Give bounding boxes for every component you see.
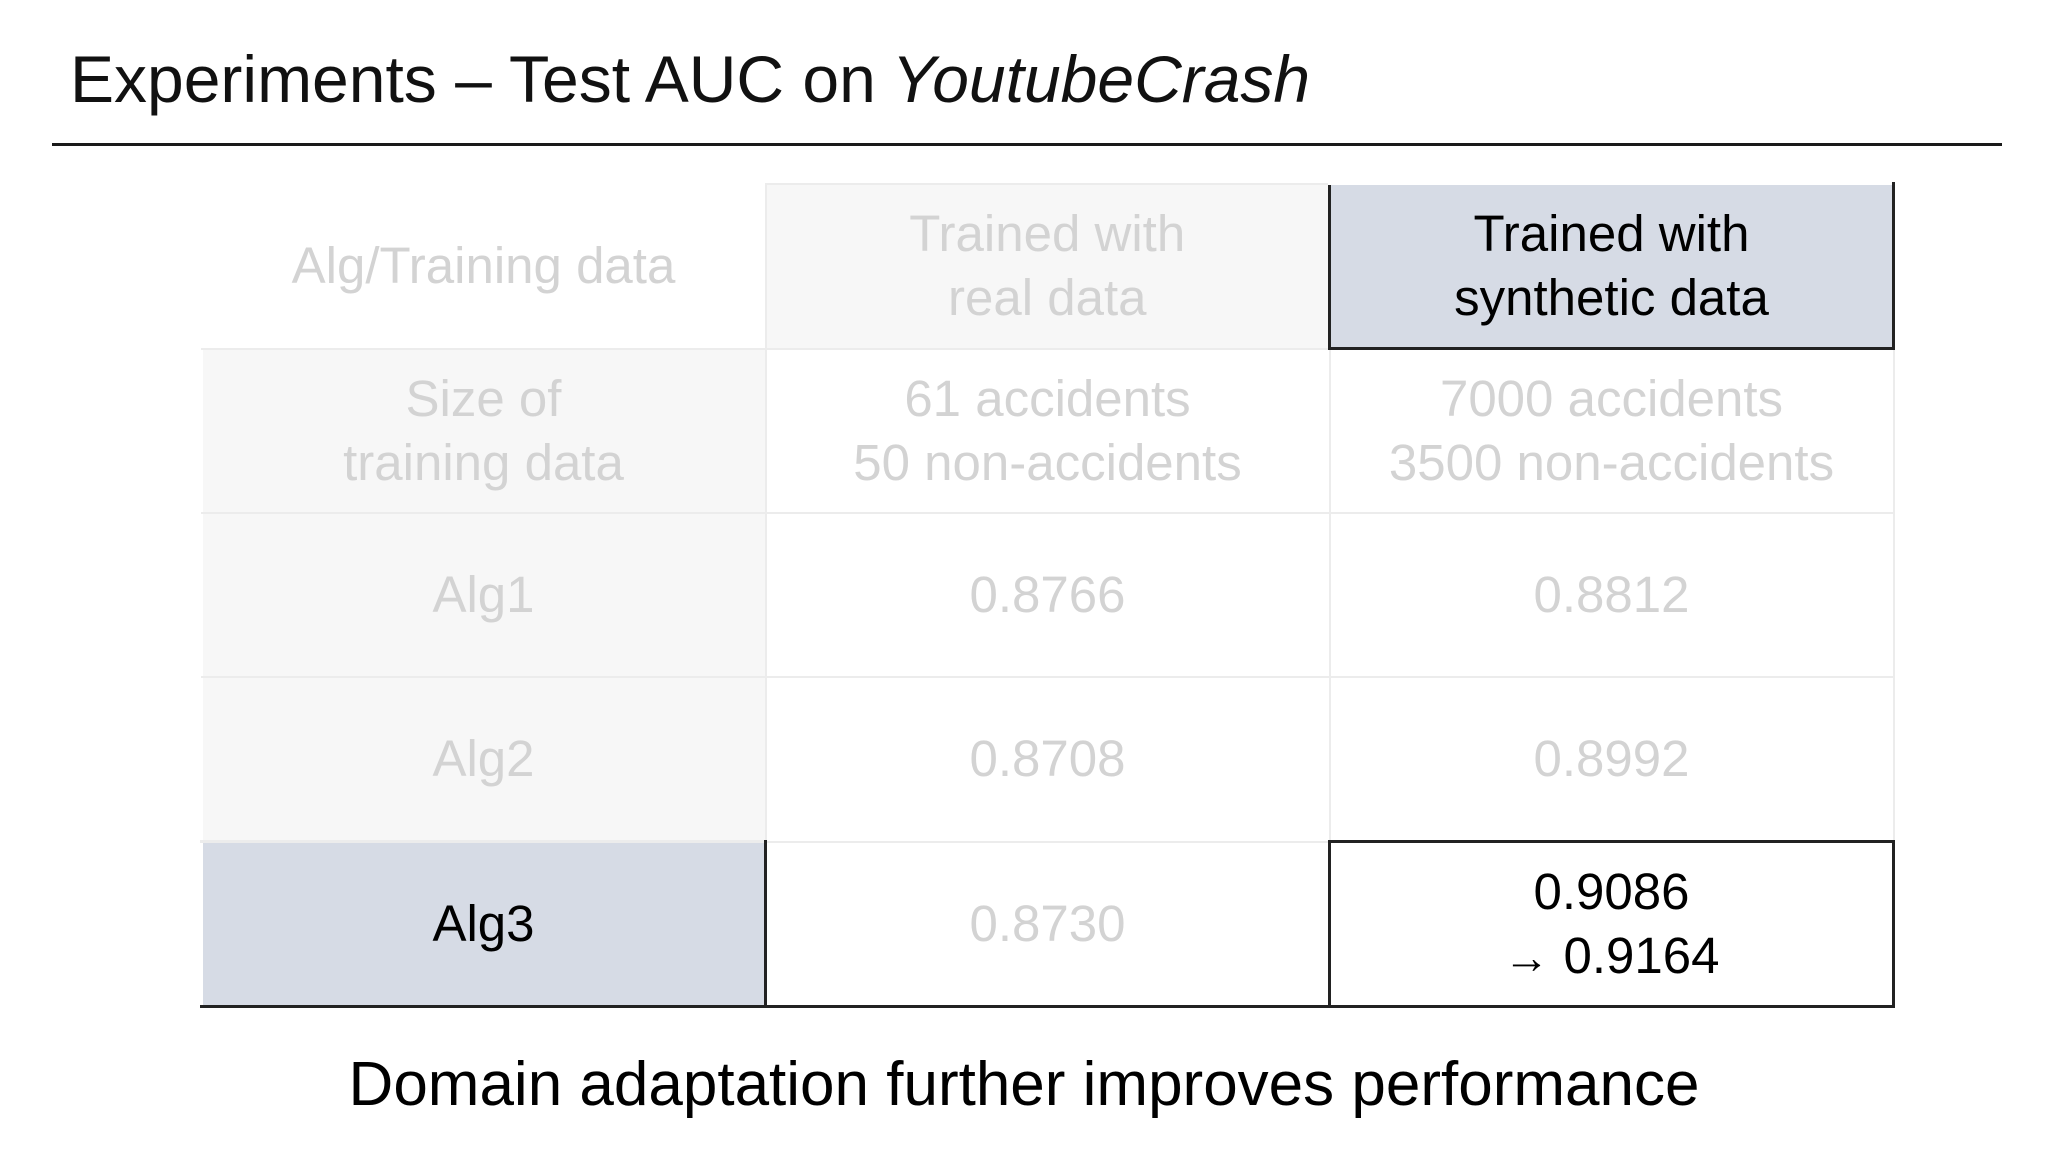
alg1-real-auc-cell: 0.8766 bbox=[764, 512, 1331, 678]
corner-header-cell: Alg/Training data bbox=[200, 182, 767, 350]
synthetic-data-size-line2: 3500 non-accidents bbox=[1388, 434, 1835, 491]
alg1-label-cell: Alg1 bbox=[200, 512, 767, 678]
synthetic-data-header-line1: Trained with bbox=[1473, 204, 1750, 262]
alg3-real-auc-cell: 0.8730 bbox=[764, 840, 1331, 1008]
real-data-size-line2: 50 non-accidents bbox=[853, 433, 1242, 491]
alg3-synthetic-auc-cell: 0.9086 → 0.9164 bbox=[1328, 840, 1895, 1008]
real-data-size-line1: 61 accidents bbox=[904, 369, 1191, 427]
training-size-row: Size of training data 61 accidents 50 no… bbox=[200, 347, 1895, 514]
slide-title-main: Experiments – Test AUC on bbox=[70, 42, 876, 116]
alg3-real-auc: 0.8730 bbox=[969, 894, 1126, 952]
alg1-synthetic-auc: 0.8812 bbox=[1533, 565, 1690, 623]
alg1-synthetic-auc-cell: 0.8812 bbox=[1328, 512, 1895, 678]
real-data-header-line1: Trained with bbox=[909, 204, 1186, 262]
alg2-synthetic-auc: 0.8992 bbox=[1533, 729, 1690, 787]
alg1-real-auc: 0.8766 bbox=[969, 565, 1126, 623]
alg3-label: Alg3 bbox=[432, 894, 535, 952]
alg1-label: Alg1 bbox=[432, 565, 535, 623]
slide-title: Experiments – Test AUC on YoutubeCrash bbox=[70, 40, 1310, 119]
alg3-synthetic-auc-after-line: → 0.9164 bbox=[1331, 924, 1892, 988]
real-data-header-line2: real data bbox=[948, 269, 1147, 326]
synthetic-data-size-line1: 7000 accidents bbox=[1439, 369, 1784, 427]
alg3-label-cell: Alg3 bbox=[200, 840, 767, 1008]
table-row: Alg3 0.8730 0.9086 → 0.9164 bbox=[200, 840, 1895, 1008]
slide-caption: Domain adaptation further improves perfo… bbox=[348, 1050, 1700, 1119]
alg2-real-auc: 0.8708 bbox=[969, 730, 1126, 788]
synthetic-data-header-line2: synthetic data bbox=[1454, 269, 1769, 326]
alg2-real-auc-cell: 0.8708 bbox=[764, 676, 1331, 843]
table-row: Alg1 0.8766 0.8812 bbox=[200, 512, 1895, 678]
training-size-label-line2: training data bbox=[343, 433, 624, 491]
corner-header-label: Alg/Training data bbox=[291, 236, 676, 294]
right-arrow-icon: → bbox=[1503, 931, 1550, 983]
alg2-synthetic-auc-cell: 0.8992 bbox=[1328, 676, 1895, 843]
alg2-label: Alg2 bbox=[432, 729, 535, 787]
real-data-size-cell: 61 accidents 50 non-accidents bbox=[764, 347, 1331, 514]
table-row: Alg2 0.8708 0.8992 bbox=[200, 676, 1895, 843]
alg2-label-cell: Alg2 bbox=[200, 676, 767, 843]
real-data-header-cell: Trained with real data bbox=[764, 182, 1331, 350]
training-size-label-line1: Size of bbox=[405, 369, 562, 427]
synthetic-data-size-cell: 7000 accidents 3500 non-accidents bbox=[1328, 347, 1895, 514]
title-divider bbox=[52, 143, 2002, 146]
slide-title-dataset: YoutubeCrash bbox=[891, 42, 1311, 116]
synthetic-data-header-cell: Trained with synthetic data bbox=[1328, 182, 1895, 350]
alg3-synthetic-auc-after: 0.9164 bbox=[1563, 927, 1720, 984]
table-header-row: Alg/Training data Trained with real data… bbox=[200, 182, 1895, 350]
alg3-synthetic-auc-before: 0.9086 bbox=[1533, 862, 1690, 920]
training-size-label-cell: Size of training data bbox=[200, 347, 767, 514]
results-table: Alg/Training data Trained with real data… bbox=[200, 182, 1895, 1008]
